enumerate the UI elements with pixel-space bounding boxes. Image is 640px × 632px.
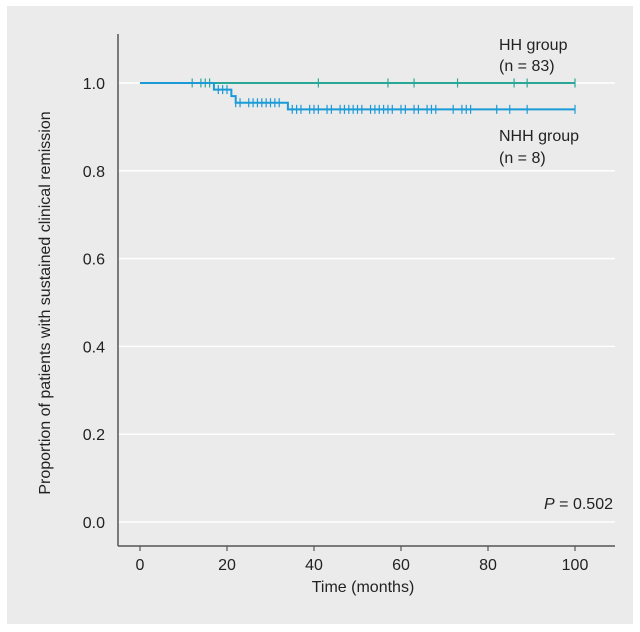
y-tick-label: 0.8 (83, 164, 105, 181)
x-tick-label: 100 (562, 557, 589, 574)
legend-nhh-name: NHH group (499, 128, 579, 145)
km-chart: 0.0 0.2 0.4 0.6 0.8 1.0 0 20 40 60 80 100 Time (mon… (37, 34, 615, 596)
y-axis-label: Proportion of patients with sustained cl… (37, 111, 54, 494)
legend-hh-n: (n = 83) (499, 58, 555, 75)
x-tick-label: 60 (392, 557, 410, 574)
y-tick-label: 0.0 (83, 515, 105, 532)
y-tick-label: 0.6 (83, 252, 105, 269)
series-group (140, 78, 576, 114)
legend-nhh-n: (n = 8) (499, 150, 546, 167)
x-tick-label: 80 (479, 557, 497, 574)
tick-labels: 0.0 0.2 0.4 0.6 0.8 1.0 0 20 40 60 80 100 (83, 76, 589, 574)
axes (117, 34, 615, 551)
y-tick-label: 0.4 (83, 339, 105, 356)
legend-hh-name: HH group (499, 37, 568, 54)
y-tick-label: 1.0 (83, 76, 105, 93)
x-tick-label: 0 (136, 557, 145, 574)
x-axis-label: Time (months) (312, 579, 415, 596)
p-value-symbol: P (544, 496, 555, 513)
p-value-annotation: P = 0.502 (544, 496, 613, 513)
y-tick-label: 0.2 (83, 427, 105, 444)
x-tick-label: 20 (218, 557, 236, 574)
x-tick-label: 40 (305, 557, 323, 574)
chart-panel: 0.0 0.2 0.4 0.6 0.8 1.0 0 20 40 60 80 100 Time (mon… (7, 6, 633, 624)
series-line-1 (140, 82, 575, 111)
grid-lines (118, 82, 615, 523)
p-value-text: = 0.502 (555, 496, 613, 513)
